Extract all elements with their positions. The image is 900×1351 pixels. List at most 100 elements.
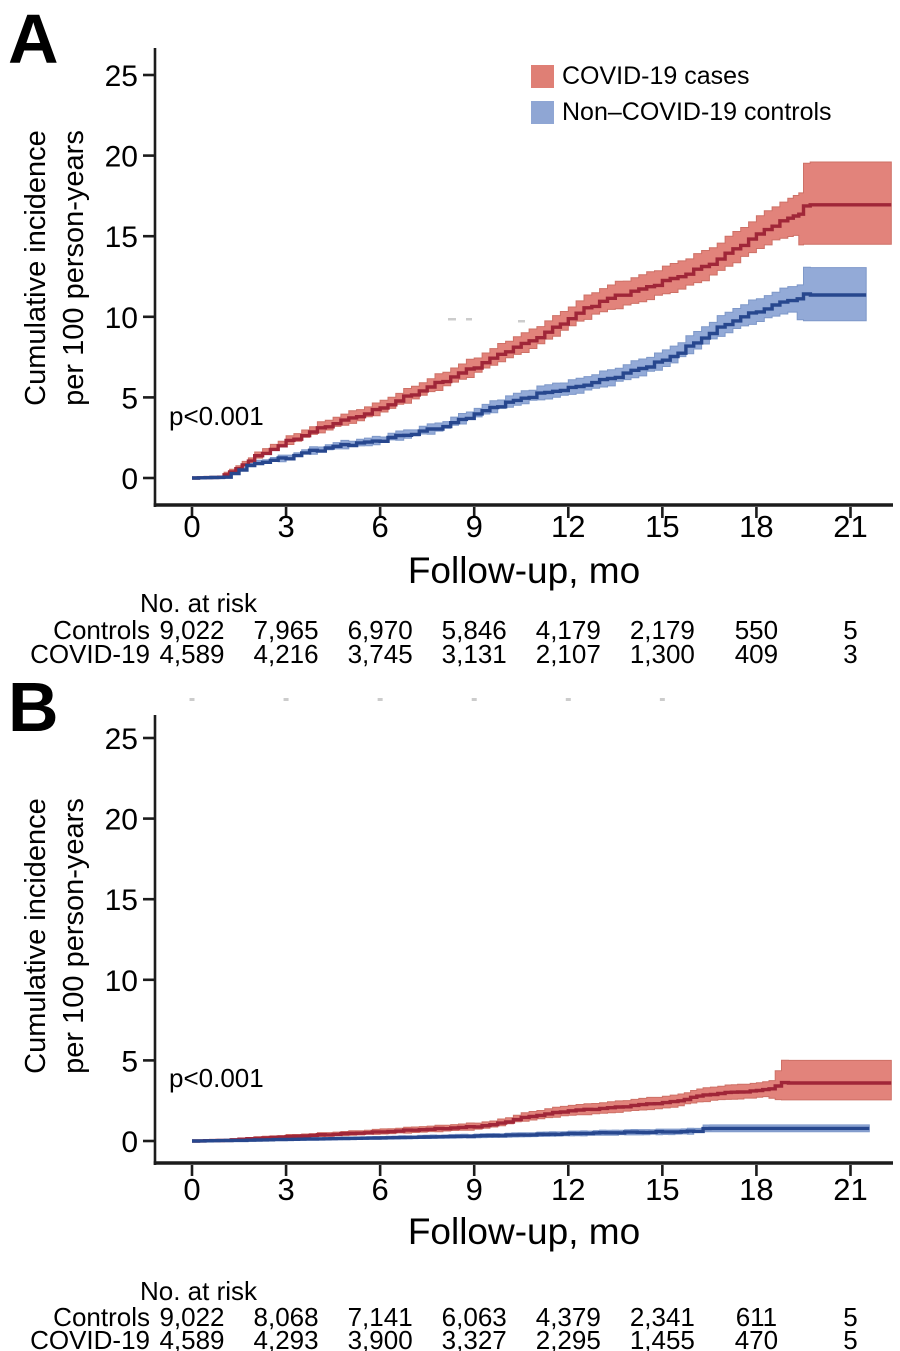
- panel-a-letter: A: [8, 0, 59, 78]
- y-tick-label: 25: [105, 723, 138, 756]
- x-tick-label: 12: [551, 1172, 585, 1207]
- y-tick-label: 20: [105, 141, 138, 174]
- controls-confidence-band: [192, 266, 867, 479]
- y-tick-label: 25: [105, 60, 138, 93]
- risk-row-label: COVID-19: [30, 1325, 150, 1351]
- risk-row-label: COVID-19: [30, 639, 150, 669]
- risk-value: 4,216: [254, 639, 319, 669]
- legend-label-covid: COVID-19 cases: [562, 61, 750, 90]
- covid-cases-curve: [192, 1080, 892, 1143]
- x-tick-label: 0: [183, 509, 200, 544]
- covid-cases-confidence-band: [192, 1059, 892, 1142]
- artifact-dot: [659, 698, 665, 701]
- risk-value: 3,900: [348, 1325, 413, 1351]
- risk-value: 5: [843, 615, 857, 645]
- risk-value: 550: [735, 615, 778, 645]
- legend: COVID-19 cases Non–COVID-19 controls: [531, 61, 832, 126]
- x-tick-label: 9: [466, 509, 483, 544]
- x-tick-label: 18: [739, 1172, 773, 1207]
- controls-curve: [192, 292, 867, 480]
- x-tick-label: 15: [645, 1172, 679, 1207]
- risk-value: 6,970: [348, 615, 413, 645]
- y-tick-label: 15: [105, 884, 138, 917]
- artifact-dash: [466, 318, 472, 321]
- risk-value: 7,965: [254, 615, 319, 645]
- risk-value: 9,022: [159, 1302, 224, 1332]
- covid-cases-confidence-band: [192, 161, 892, 479]
- artifact-dot: [565, 698, 571, 701]
- x-tick-label: 6: [372, 509, 389, 544]
- legend-item-controls: Non–COVID-19 controls: [531, 97, 832, 126]
- risk-value: 3: [843, 639, 857, 669]
- risk-value: 5,846: [442, 615, 507, 645]
- risk-value: 4,293: [254, 1325, 319, 1351]
- risk-value: 4,379: [536, 1302, 601, 1332]
- risk-value: 3,327: [442, 1325, 507, 1351]
- risk-value: 6,063: [442, 1302, 507, 1332]
- risk-row-label: Controls: [53, 615, 150, 645]
- risk-value: 4,179: [536, 615, 601, 645]
- artifact-dot: [471, 698, 477, 701]
- x-tick-label: 21: [833, 1172, 867, 1207]
- x-tick-label: 9: [466, 1172, 483, 1207]
- x-tick-label: 3: [277, 509, 294, 544]
- y-tick-label: 0: [121, 1126, 138, 1159]
- risk-table-header: No. at risk: [140, 588, 258, 618]
- panel-a-plot: 0 5 10 15 20 25 0 3 6 9 12 15 18 21 No. at riskControl…: [30, 48, 893, 669]
- p-value-a: p<0.001: [169, 401, 264, 431]
- artifact-dash: [518, 320, 525, 323]
- y-axis-title-line2: per 100 person-years: [57, 130, 90, 406]
- p-value-b: p<0.001: [169, 1063, 264, 1093]
- controls-curve: [192, 1126, 870, 1143]
- risk-value: 470: [735, 1325, 778, 1351]
- risk-value: 1,455: [630, 1325, 695, 1351]
- y-axis-title-b: Cumulative incidence per 100 person-year…: [18, 720, 98, 1152]
- risk-table-header: No. at risk: [140, 1276, 258, 1306]
- risk-value: 3,131: [442, 639, 507, 669]
- risk-value: 2,341: [630, 1302, 695, 1332]
- x-tick-label: 3: [277, 1172, 294, 1207]
- panel-b-letter: B: [8, 668, 59, 746]
- x-tick-label: 0: [183, 1172, 200, 1207]
- x-axis-title-b: Follow-up, mo: [407, 1211, 641, 1252]
- risk-value: 3,745: [348, 639, 413, 669]
- risk-value: 8,068: [254, 1302, 319, 1332]
- y-axis-title-line1: Cumulative incidence: [20, 798, 52, 1074]
- risk-value: 4,589: [159, 639, 224, 669]
- risk-value: 4,589: [159, 1325, 224, 1351]
- artifact-dash: [448, 318, 456, 321]
- scan-artifacts: [189, 318, 665, 701]
- y-axis-title-line2: per 100 person-years: [57, 798, 90, 1074]
- y-tick-label: 10: [105, 965, 138, 998]
- risk-value: 9,022: [159, 615, 224, 645]
- legend-label-controls: Non–COVID-19 controls: [562, 97, 832, 126]
- x-tick-label: 21: [833, 509, 867, 544]
- y-tick-label: 5: [121, 1045, 138, 1078]
- risk-value: 5: [843, 1325, 857, 1351]
- artifact-dot: [377, 698, 383, 701]
- x-tick-label: 18: [739, 509, 773, 544]
- artifact-dot: [283, 698, 289, 701]
- x-tick-label: 12: [551, 509, 585, 544]
- risk-value: 611: [736, 1302, 777, 1332]
- risk-value: 409: [735, 639, 778, 669]
- x-tick-label: 6: [372, 1172, 389, 1207]
- y-tick-label: 5: [121, 382, 138, 415]
- risk-value: 2,107: [536, 639, 601, 669]
- x-tick-label: 15: [645, 509, 679, 544]
- covid-cases-swatch: [531, 64, 554, 88]
- risk-value: 1,300: [630, 639, 695, 669]
- panel-b-plot: 0 5 10 15 20 25 0 3 6 9 12 15 18 21 No. at riskControl…: [30, 715, 893, 1351]
- y-tick-label: 0: [121, 463, 138, 496]
- covid-cases-curve: [192, 203, 892, 480]
- y-tick-label: 20: [105, 804, 138, 837]
- risk-row-label: Controls: [53, 1302, 150, 1332]
- x-axis-title-a: Follow-up, mo: [407, 550, 641, 591]
- risk-value: 7,141: [348, 1302, 413, 1332]
- artifact-dot: [189, 698, 195, 701]
- y-tick-label: 10: [105, 302, 138, 335]
- risk-value: 5: [843, 1302, 857, 1332]
- risk-value: 2,295: [536, 1325, 601, 1351]
- y-tick-label: 15: [105, 221, 138, 254]
